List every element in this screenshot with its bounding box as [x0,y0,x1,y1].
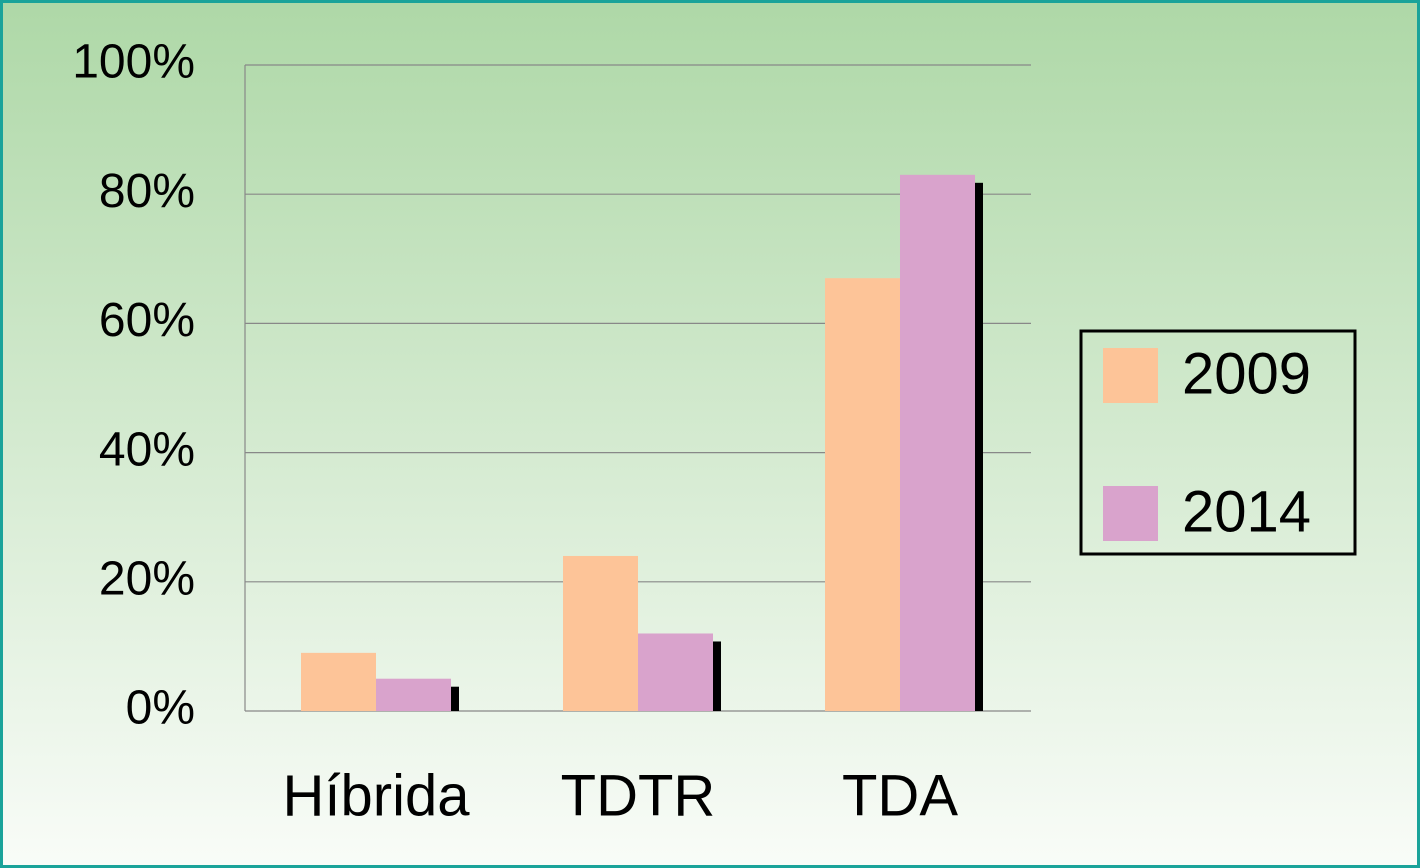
y-tick-label: 40% [99,423,195,476]
bar [900,174,975,711]
legend-swatch [1103,348,1158,403]
bar-shadow [713,641,721,711]
y-tick-label: 0% [126,682,195,735]
x-tick-label: TDTR [561,763,716,828]
legend-label: 2014 [1182,479,1311,544]
bar [638,633,713,711]
bar [376,678,451,711]
y-tick-label: 100% [72,36,195,89]
legend-swatch [1103,486,1158,541]
bar [563,555,638,711]
bar-shadow [451,686,459,711]
y-tick-label: 60% [99,294,195,347]
y-tick-label: 20% [99,552,195,605]
x-tick-label: Híbrida [283,763,471,828]
x-tick-label: TDA [842,763,958,828]
y-tick-label: 80% [99,165,195,218]
legend-box [1079,329,1357,556]
legend-label: 2009 [1182,341,1311,406]
bar [825,278,900,711]
bar [301,652,376,711]
bar-shadow [975,182,983,711]
